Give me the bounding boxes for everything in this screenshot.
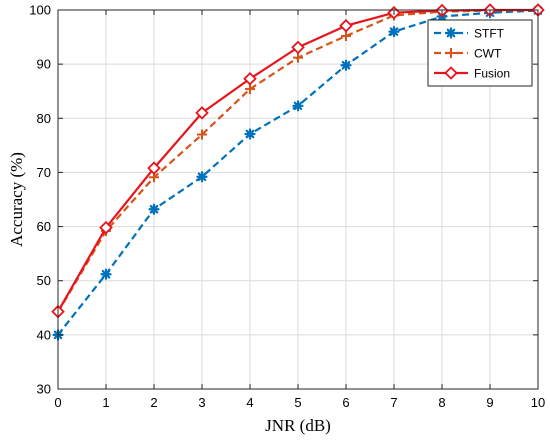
data-point-stft: [100, 268, 112, 280]
legend-label-fusion: Fusion: [474, 67, 510, 81]
x-tick-label: 5: [294, 395, 301, 410]
data-point-stft: [292, 100, 304, 112]
legend-marker-fusion: [444, 66, 458, 80]
data-point-stft: [388, 26, 400, 38]
marker-stroke: [341, 60, 351, 70]
tick-marks: [57, 9, 539, 390]
x-tick-label: 1: [102, 395, 109, 410]
data-point-stft: [244, 128, 256, 140]
marker-stroke: [197, 172, 207, 182]
legend: STFT CWT Fusion: [427, 19, 533, 87]
y-tick-label: 60: [37, 219, 51, 234]
data-point-stft: [340, 59, 352, 71]
data-point-cwt: [245, 84, 255, 95]
legend-marker-stft: [445, 27, 457, 39]
y-tick-label: 30: [37, 382, 51, 397]
data-point-fusion: [147, 161, 161, 175]
data-point-cwt: [293, 52, 303, 63]
x-tick-label: 9: [486, 395, 493, 410]
data-point-fusion: [195, 106, 209, 120]
data-point-cwt: [341, 30, 351, 41]
y-tick-label: 90: [37, 57, 51, 72]
y-tick-label: 100: [29, 3, 51, 18]
data-point-fusion: [339, 18, 353, 33]
tick-labels: 0 1 2 3 4 5 6 7 8 9 10 30 40 50 60 70 80 90 100: [29, 3, 545, 411]
x-tick-label: 3: [198, 395, 205, 410]
y-tick-label: 70: [37, 165, 51, 180]
x-tick-label: 8: [438, 395, 445, 410]
x-tick-label: 10: [531, 395, 545, 410]
legend-label-cwt: CWT: [474, 47, 502, 61]
data-point-stft: [148, 203, 160, 215]
x-axis-title: JNR (dB): [265, 416, 331, 435]
x-tick-label: 0: [54, 395, 61, 410]
marker-stroke: [389, 27, 399, 36]
marker-stroke: [293, 101, 303, 111]
data-point-cwt: [197, 129, 207, 140]
x-tick-label: 6: [342, 395, 349, 410]
legend-marker-cwt: [446, 48, 456, 58]
y-tick-label: 40: [37, 327, 51, 342]
y-axis-title: Accuracy (%): [7, 152, 26, 247]
legend-label-stft: STFT: [474, 27, 505, 41]
data-point-fusion: [99, 220, 113, 235]
marker-stroke: [446, 28, 456, 38]
x-tick-label: 7: [390, 395, 397, 410]
y-tick-label: 50: [37, 273, 51, 288]
marker-stroke: [245, 129, 255, 139]
x-tick-label: 2: [150, 395, 157, 410]
data-point-fusion: [243, 71, 257, 86]
x-tick-label: 4: [246, 395, 253, 410]
y-tick-label: 80: [37, 111, 51, 126]
data-point-stft: [196, 171, 208, 183]
marker-stroke: [149, 204, 159, 214]
data-point-fusion: [291, 40, 305, 55]
series-layer: [51, 3, 545, 341]
marker-stroke: [101, 269, 111, 279]
